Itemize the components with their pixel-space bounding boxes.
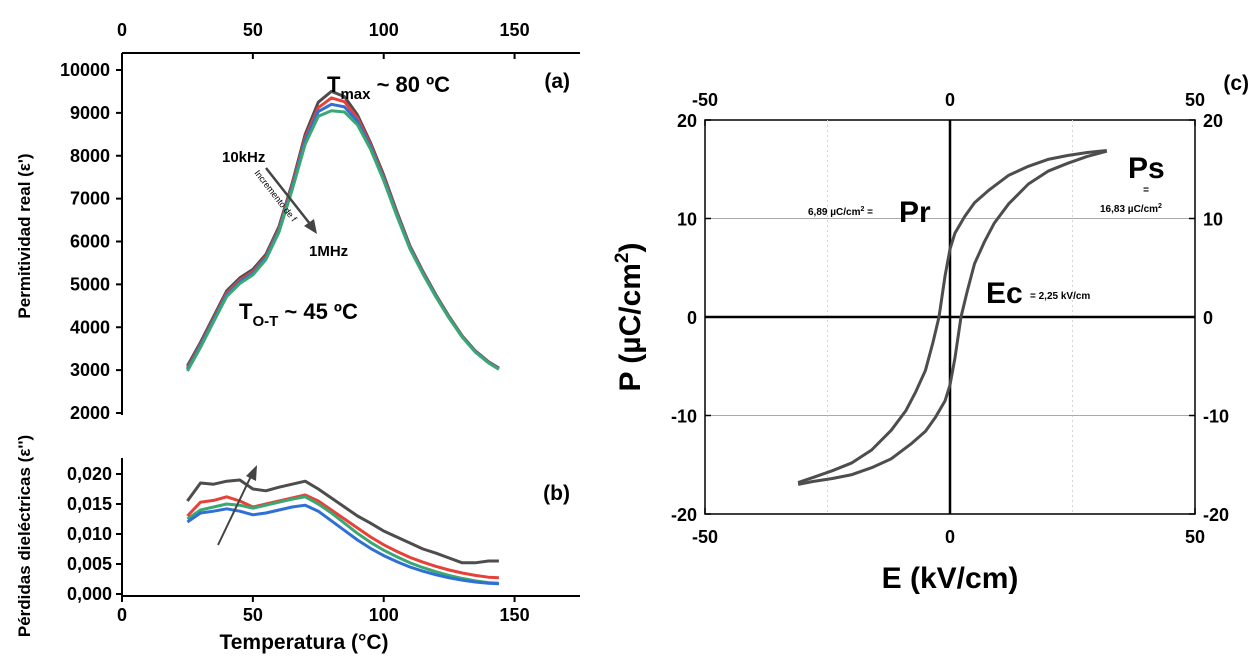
panel-a-y-tick-label: 6000 <box>70 232 110 252</box>
panel-a-y-tick-label: 5000 <box>70 274 110 294</box>
panel-a-y-tick-label: 8000 <box>70 146 110 166</box>
ec-value: = 2,25 kV/cm <box>1030 291 1090 302</box>
panel-a-y-tick-label: 4000 <box>70 317 110 337</box>
panel-a-y-tick-label: 7000 <box>70 189 110 209</box>
panel-a-ticks: 0 50 100 150 2000 3000 4000 5000 6000 7000 8000 900… <box>60 20 530 423</box>
panel-a-y-tick-label: 10000 <box>60 60 110 80</box>
panel-c-right-tick-label: 20 <box>1203 111 1223 131</box>
pr-eq: = <box>864 207 873 218</box>
panel-a-ylabel: Permitividad real (ε') <box>15 153 34 318</box>
panel-a-label: (a) <box>544 70 570 93</box>
panel-c-top-tick-label: -50 <box>692 90 718 110</box>
panel-a-y-tick-label: 9000 <box>70 103 110 123</box>
frequency-arrow-head <box>304 219 317 234</box>
panel-a-top-tick-label: 0 <box>117 20 127 40</box>
freq-low-label: 10kHz <box>222 149 265 166</box>
panel-c-right-tick-label: 0 <box>1203 308 1213 328</box>
panel-a-y-tick-label: 3000 <box>70 360 110 380</box>
panel-a-top-tick-label: 50 <box>243 20 263 40</box>
tmax-sub: max <box>340 86 371 103</box>
panel-b-x-tick-label: 50 <box>243 605 263 625</box>
panel-b-loss-chart: 0 50 100 150 0,000 0,005 0,010 0,015 0,020 (b) P… <box>15 435 580 654</box>
panel-a-y-tick-label: 2000 <box>70 403 110 423</box>
panel-c-right-tick-label: 10 <box>1203 210 1223 230</box>
panel-a-permittivity-chart: 0 50 100 150 2000 3000 4000 5000 6000 7000 8000 900… <box>15 20 580 423</box>
panel-b-y-tick-label: 0,010 <box>67 524 112 544</box>
panel-c-y-tick-label: -10 <box>671 407 697 427</box>
ps-value: 16,83 µC/cm <box>1100 204 1158 215</box>
panel-a-series-green <box>186 109 500 372</box>
panel-c-right-tick-label: -10 <box>1203 407 1229 427</box>
ps-label: Ps <box>1128 152 1165 185</box>
panel-c-y-tick-label: -20 <box>671 505 697 525</box>
panel-c-upper-branch <box>797 149 1107 484</box>
panel-c-x-tick-label: 0 <box>945 527 955 547</box>
panel-b-y-tick-label: 0,015 <box>67 494 112 514</box>
panel-a-top-tick-label: 150 <box>500 20 530 40</box>
panel-a-series-dark <box>186 89 500 370</box>
panel-c-ylabel: P (µC/cm2) <box>612 242 647 391</box>
panel-c-y-tick-label: 10 <box>677 210 697 230</box>
panel-c-ylabel-tail: ) <box>614 242 647 252</box>
panel-c-right-tick-label: -20 <box>1203 505 1229 525</box>
panel-c-x-tick-label: 50 <box>1185 527 1205 547</box>
panel-c-top-tick-label: 50 <box>1185 90 1205 110</box>
frequency-arrow <box>265 167 315 230</box>
pr-label: Pr <box>899 196 931 229</box>
panel-b-series-green <box>186 495 499 585</box>
panel-b-y-tick-label: 0,000 <box>67 584 112 604</box>
panel-a-series-group <box>186 89 500 372</box>
tmax-prefix: T <box>327 72 341 97</box>
ec-label: Ec <box>986 277 1023 310</box>
panel-c-xlabel: E (kV/cm) <box>882 562 1019 595</box>
panel-b-series-dark <box>186 478 499 565</box>
ps-eq: = <box>1143 185 1149 196</box>
panel-a-top-tick-label: 100 <box>369 20 399 40</box>
tmax-annotation: Tmax ~ 80 ºC <box>327 72 450 103</box>
panel-b-label: (b) <box>543 482 570 505</box>
panel-a-series-blue <box>186 102 500 371</box>
panel-b-ylabel: Pérdidas dieléctricas (ε'') <box>15 435 34 637</box>
frequency-arrow-text: Incremento de f <box>252 168 299 224</box>
tot-suffix: ~ 45 ºC <box>278 299 358 324</box>
panel-c-y-tick-label: 20 <box>677 111 697 131</box>
panel-c-series-group <box>797 149 1108 486</box>
pr-value-sup: 2 <box>860 206 864 213</box>
panel-c-y-tick-label: 0 <box>687 308 697 328</box>
panel-c-grid <box>705 120 1195 514</box>
ps-value-sup: 2 <box>1158 203 1162 210</box>
panel-c-lower-branch <box>797 149 1108 486</box>
panel-b-x-tick-label: 150 <box>500 605 530 625</box>
panel-c-top-tick-label: 0 <box>945 90 955 110</box>
panel-a-series-red <box>186 96 500 370</box>
tot-sub: O-T <box>252 313 278 330</box>
panel-b-x-tick-label: 0 <box>117 605 127 625</box>
panel-c-ylabel-sup: 2 <box>612 252 633 263</box>
tot-annotation: TO-T ~ 45 ºC <box>239 299 358 330</box>
panel-b-y-tick-label: 0,005 <box>67 554 112 574</box>
panel-b-x-tick-label: 100 <box>369 605 399 625</box>
pr-value-text: 6,89 µC/cm2 = <box>808 206 873 218</box>
panel-b-series-blue <box>186 503 499 586</box>
tot-prefix: T <box>239 299 253 324</box>
ps-value-text: 16,83 µC/cm2 <box>1100 203 1162 215</box>
panel-c-x-tick-label: -50 <box>692 527 718 547</box>
panel-b-ticks: 0 50 100 150 0,000 0,005 0,010 0,015 0,020 <box>67 464 530 625</box>
panel-b-xlabel: Temperatura (°C) <box>219 631 388 654</box>
pr-value: 6,89 µC/cm <box>808 207 861 218</box>
panel-c-ylabel-main: P (µC/cm <box>614 263 647 391</box>
panel-b-series-group <box>186 478 499 586</box>
tmax-suffix: ~ 80 ºC <box>370 72 450 97</box>
loss-arrow-head <box>246 465 257 481</box>
loss-arrow <box>217 471 254 546</box>
freq-high-label: 1MHz <box>309 243 348 260</box>
panel-c-label: (c) <box>1223 72 1249 95</box>
panel-b-y-tick-label: 0,020 <box>67 464 112 484</box>
